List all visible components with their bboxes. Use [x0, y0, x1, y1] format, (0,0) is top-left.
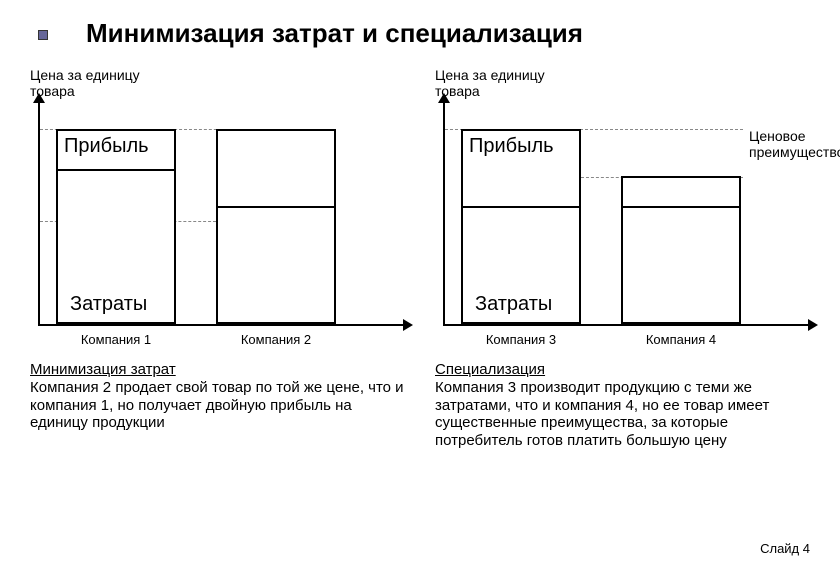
desc-left-head: Минимизация затрат: [30, 361, 176, 378]
arrow-right-left: [403, 319, 413, 331]
desc-right-head: Специализация: [435, 361, 545, 378]
axis-x-left: [38, 324, 405, 326]
chart-right: Прибыль Затраты Ценовое преимущество: [435, 101, 810, 326]
panels-row: Цена за единицу товара Прибыль Затраты К…: [30, 67, 810, 450]
desc-right: Специализация Компания 3 производит прод…: [435, 361, 810, 449]
arrow-right-right: [808, 319, 818, 331]
profit-label-right: Прибыль: [469, 135, 554, 158]
xlabel-company4: Компания 4: [621, 332, 741, 347]
chart-left: Прибыль Затраты: [30, 101, 405, 326]
cost-label-right: Затраты: [475, 293, 552, 316]
desc-right-body: Компания 3 производит продукцию с теми ж…: [435, 379, 769, 449]
profit-label-left: Прибыль: [64, 135, 149, 158]
side-label-advantage: Ценовое преимущество: [749, 129, 840, 160]
xlabel-company1: Компания 1: [56, 332, 176, 347]
axis-y-right: [443, 101, 445, 326]
bar4-divider: [623, 206, 739, 208]
slide-number: Слайд 4: [760, 541, 810, 556]
desc-left-body: Компания 2 продает свой товар по той же …: [30, 379, 404, 431]
bar2-divider: [218, 206, 334, 208]
xlabel-company2: Компания 2: [216, 332, 336, 347]
xticks-left: Компания 1 Компания 2: [30, 332, 405, 347]
axis-x-right: [443, 324, 810, 326]
page-title: Минимизация затрат и специализация: [86, 18, 810, 49]
ylabel-right: Цена за единицу товара: [435, 67, 810, 99]
axis-y-left: [38, 101, 40, 326]
xticks-right: Компания 3 Компания 4: [435, 332, 810, 347]
bar1-divider: [58, 169, 174, 171]
bar-company2: [216, 129, 336, 324]
arrow-up-left: [33, 93, 45, 103]
xlabel-company3: Компания 3: [461, 332, 581, 347]
panel-left: Цена за единицу товара Прибыль Затраты К…: [30, 67, 405, 450]
bar3-divider: [463, 206, 579, 208]
desc-left: Минимизация затрат Компания 2 продает св…: [30, 361, 405, 432]
panel-right: Цена за единицу товара Прибыль Затраты Ц…: [435, 67, 810, 450]
cost-label-left: Затраты: [70, 293, 147, 316]
title-bullet: [38, 30, 48, 40]
arrow-up-right: [438, 93, 450, 103]
ylabel-left: Цена за единицу товара: [30, 67, 405, 99]
bar-company4: [621, 176, 741, 324]
